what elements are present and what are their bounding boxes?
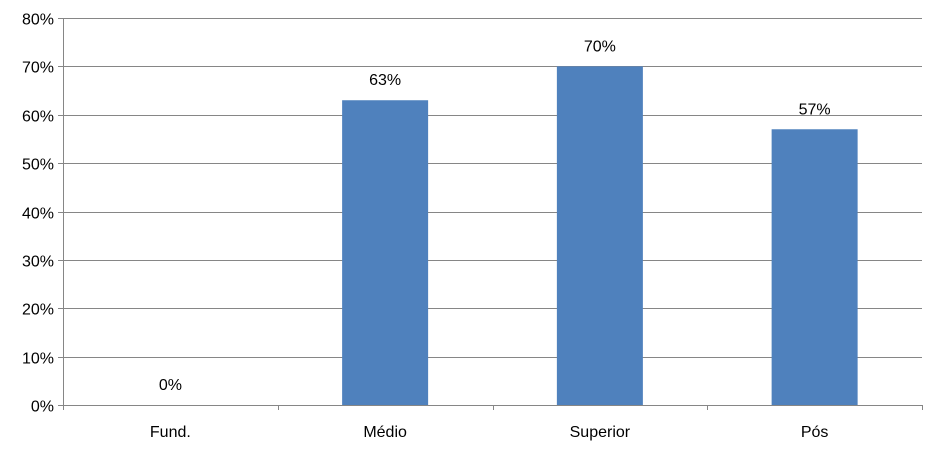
category-label: Superior [570,424,631,441]
data-label: 63% [369,72,401,89]
gridlines [63,18,922,358]
y-tick-label: 10% [22,351,54,368]
y-tick-label: 40% [22,206,54,223]
bar [556,66,643,405]
category-label: Médio [363,424,407,441]
data-label: 57% [799,101,831,118]
bar [342,100,429,406]
category-label: Fund. [150,424,191,441]
axes [58,18,923,410]
y-tick-label: 60% [22,109,54,126]
bars [342,66,858,406]
y-tick-label: 20% [22,302,54,319]
y-tick-label: 30% [22,254,54,271]
y-tick-label: 50% [22,157,54,174]
y-tick-label: 70% [22,60,54,77]
y-tick-label: 80% [22,12,54,29]
category-label: Pós [801,424,829,441]
y-tick-label: 0% [31,399,54,416]
bar [771,129,858,405]
data-label: 0% [159,377,182,394]
labels: 0% 10% 20% 30% 40% 50% 60% 70% 80% 0% Fund. 63% Médi… [22,12,831,442]
data-label: 70% [584,38,616,55]
